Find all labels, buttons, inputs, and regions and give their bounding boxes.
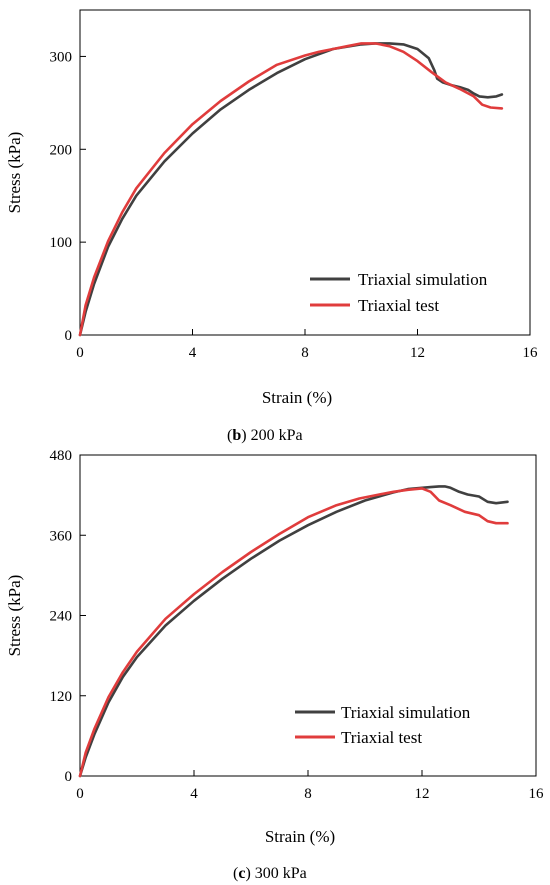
chart-1: 0 4 8 12 16 0 120 240 360 480 Strain (%) Stress (kP…: [5, 448, 544, 882]
legend-label-test: Triaxial test: [358, 296, 439, 315]
series-line-simulation: [78, 42, 504, 337]
legend-label-simulation: Triaxial simulation: [358, 270, 488, 289]
caption-open-paren: (: [233, 865, 238, 882]
caption-text: ) 300 kPa: [245, 865, 306, 882]
y-tick-label: 100: [50, 235, 73, 251]
figure-caption: (b) 200 kPa: [227, 427, 303, 444]
y-tick-label: 300: [50, 49, 73, 65]
caption-text: ) 200 kPa: [241, 427, 302, 444]
x-tick-label: 0: [76, 345, 84, 361]
caption-letter: c: [238, 865, 245, 882]
x-tick-label: 16: [523, 345, 539, 361]
x-tick-label: 12: [410, 345, 425, 361]
y-tick-label: 0: [65, 769, 73, 785]
y-tick-label: 120: [50, 689, 73, 705]
y-axis-label: Stress (kPa): [5, 575, 24, 657]
x-tick-label: 4: [189, 345, 197, 361]
caption-open-paren: (: [227, 427, 232, 444]
x-tick-label: 8: [304, 786, 312, 802]
legend-label-simulation: Triaxial simulation: [341, 703, 471, 722]
y-tick-label: 0: [65, 328, 73, 344]
y-tick-label: 240: [50, 609, 73, 625]
x-axis-label: Strain (%): [262, 388, 332, 407]
series-line-simulation: [78, 485, 509, 778]
x-tick-label: 16: [529, 786, 545, 802]
y-tick-label: 480: [50, 448, 73, 464]
x-tick-label: 12: [415, 786, 430, 802]
series-line-test: [78, 42, 504, 337]
chart-0: 0 4 8 12 16 0 100 200 300 Strain (%) Stress (kPa) T…: [5, 9, 539, 444]
caption-letter: b: [232, 427, 241, 444]
series-line-test: [78, 487, 509, 778]
x-axis-label: Strain (%): [265, 827, 335, 846]
y-axis-label: Stress (kPa): [5, 132, 24, 214]
x-tick-label: 8: [301, 345, 309, 361]
legend: Triaxial simulation Triaxial test: [310, 270, 488, 315]
x-tick-label: 4: [190, 786, 198, 802]
y-tick-label: 200: [50, 142, 73, 158]
plot-frame: [79, 454, 537, 777]
y-tick-label: 360: [50, 528, 73, 544]
legend: Triaxial simulation Triaxial test: [295, 703, 471, 747]
figure-caption: (c) 300 kPa: [233, 865, 307, 882]
legend-label-test: Triaxial test: [341, 728, 422, 747]
x-tick-label: 0: [76, 786, 84, 802]
